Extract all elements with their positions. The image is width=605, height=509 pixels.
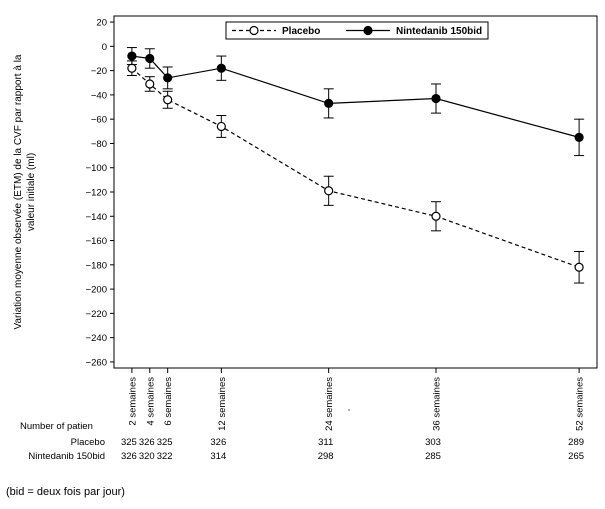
patients-row-label: Nintedanib 150bid <box>28 451 105 462</box>
patients-count: 314 <box>210 451 226 462</box>
legend-label-0: Placebo <box>282 26 320 37</box>
patients-count: 326 <box>121 451 137 462</box>
x-tick-label: 24 semaines <box>324 377 335 431</box>
data-point <box>574 262 584 272</box>
y-tick-label: −100 <box>86 163 107 174</box>
patients-count: 325 <box>157 437 173 448</box>
patients-count: 326 <box>139 437 155 448</box>
x-tick-label: 2 semaines <box>127 377 138 426</box>
series-line-1 <box>131 55 580 138</box>
patients-count: 265 <box>568 451 584 462</box>
data-point <box>145 53 155 64</box>
y-tick-label: −80 <box>91 139 107 150</box>
data-point <box>163 95 173 105</box>
patients-count: 325 <box>121 437 137 448</box>
x-tick-label: 6 semaines <box>163 377 174 426</box>
data-point <box>431 211 441 221</box>
data-point <box>127 51 137 61</box>
x-tick-label: 4 semaines <box>145 377 156 426</box>
data-point <box>324 186 334 196</box>
x-tick-label: 52 semaines <box>575 377 586 431</box>
legend-marker-1 <box>363 25 373 36</box>
patients-count: 298 <box>318 451 334 462</box>
data-point <box>216 63 226 73</box>
data-point <box>127 63 137 73</box>
patients-count: 303 <box>425 437 441 448</box>
series-line-0 <box>131 67 580 268</box>
chart: 20 0 −20 −40 −60 −80 −100 −120 −140 −160 −180 −200 −… <box>13 15 598 462</box>
patients-count: 322 <box>157 451 173 462</box>
plot-frame <box>113 15 598 369</box>
y-axis-label: valeur initiale (ml) <box>26 153 37 231</box>
y-tick-label: −200 <box>86 285 107 296</box>
data-point <box>163 73 173 83</box>
x-tick-label: 12 semaines <box>217 377 228 431</box>
patients-table-header: Number of patien <box>20 421 93 432</box>
y-tick-label: 0 <box>102 42 107 53</box>
y-tick-label: −140 <box>86 212 107 223</box>
x-tick-label: 36 semaines <box>432 377 443 431</box>
y-tick-label: 20 <box>96 18 107 29</box>
y-tick-label: −40 <box>91 90 107 101</box>
data-point <box>324 98 334 108</box>
data-point <box>431 93 441 104</box>
y-tick-label: −160 <box>86 236 107 247</box>
legend-marker-0 <box>249 25 259 36</box>
legend-label-1: Nintedanib 150bid <box>396 26 482 37</box>
patients-count: 285 <box>425 451 441 462</box>
y-tick-label: −180 <box>86 260 107 271</box>
plot-area: 20 0 −20 −40 −60 −80 −100 −120 −140 −160 −180 −200 −… <box>13 15 598 462</box>
patients-count: 320 <box>139 451 155 462</box>
patients-count: 326 <box>210 437 226 448</box>
y-tick-label: −220 <box>86 309 107 320</box>
y-tick-label: −260 <box>86 357 107 368</box>
patients-count: 311 <box>318 437 333 448</box>
data-point <box>216 121 226 132</box>
data-point <box>574 132 584 142</box>
patients-row-label: Placebo <box>71 437 105 448</box>
y-tick-label: −240 <box>86 333 107 344</box>
y-tick-label: −60 <box>91 115 107 126</box>
data-point <box>145 79 155 89</box>
y-tick-label: −20 <box>91 66 107 77</box>
patients-count: 289 <box>568 437 584 448</box>
footnote: (bid = deux fois par jour) <box>6 486 125 498</box>
y-axis-label: Variation moyenne observée (ETM) de la C… <box>13 54 24 329</box>
y-tick-label: −120 <box>86 188 107 199</box>
